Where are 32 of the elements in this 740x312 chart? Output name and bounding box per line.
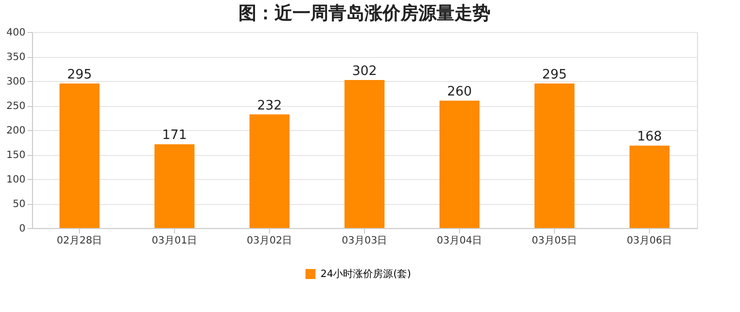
y-tick-label: 100 [6, 174, 26, 186]
x-tick-label: 03月04日 [436, 236, 482, 246]
y-tick-label: 200 [6, 126, 26, 136]
data-label: 232 [257, 98, 282, 114]
y-tick-label: 400 [6, 28, 26, 38]
data-label: 168 [637, 130, 662, 145]
y-tick-label: 0 [19, 224, 26, 234]
legend-label: 24小时涨价房源(套) [320, 268, 412, 280]
y-tick-label: 350 [6, 52, 26, 63]
bar [250, 114, 290, 228]
x-tick-label: 03月02日 [246, 236, 292, 246]
data-label: 171 [162, 128, 187, 144]
data-label: 260 [447, 84, 472, 100]
x-tick-label: 03月06日 [626, 236, 672, 246]
x-tick-label: 03月03日 [342, 236, 388, 246]
x-tick-label: 03月01日 [152, 236, 198, 246]
bar [534, 83, 574, 228]
data-label: 295 [67, 67, 92, 82]
y-tick-label: 50 [12, 199, 26, 210]
bar [60, 83, 100, 228]
x-tick-label: 03月05日 [532, 236, 578, 246]
data-label: 302 [352, 64, 377, 80]
bar [344, 80, 384, 228]
y-tick-label: 150 [6, 150, 26, 161]
y-tick-label: 250 [6, 101, 26, 112]
bar [154, 144, 194, 228]
data-label: 295 [542, 67, 567, 82]
y-tick-label: 300 [6, 76, 26, 88]
bar [440, 100, 480, 228]
bar [630, 146, 670, 228]
chart-title: 图：近一周青岛涨价房源量走势 [238, 3, 490, 24]
x-tick-label: 02月28日 [56, 236, 102, 246]
